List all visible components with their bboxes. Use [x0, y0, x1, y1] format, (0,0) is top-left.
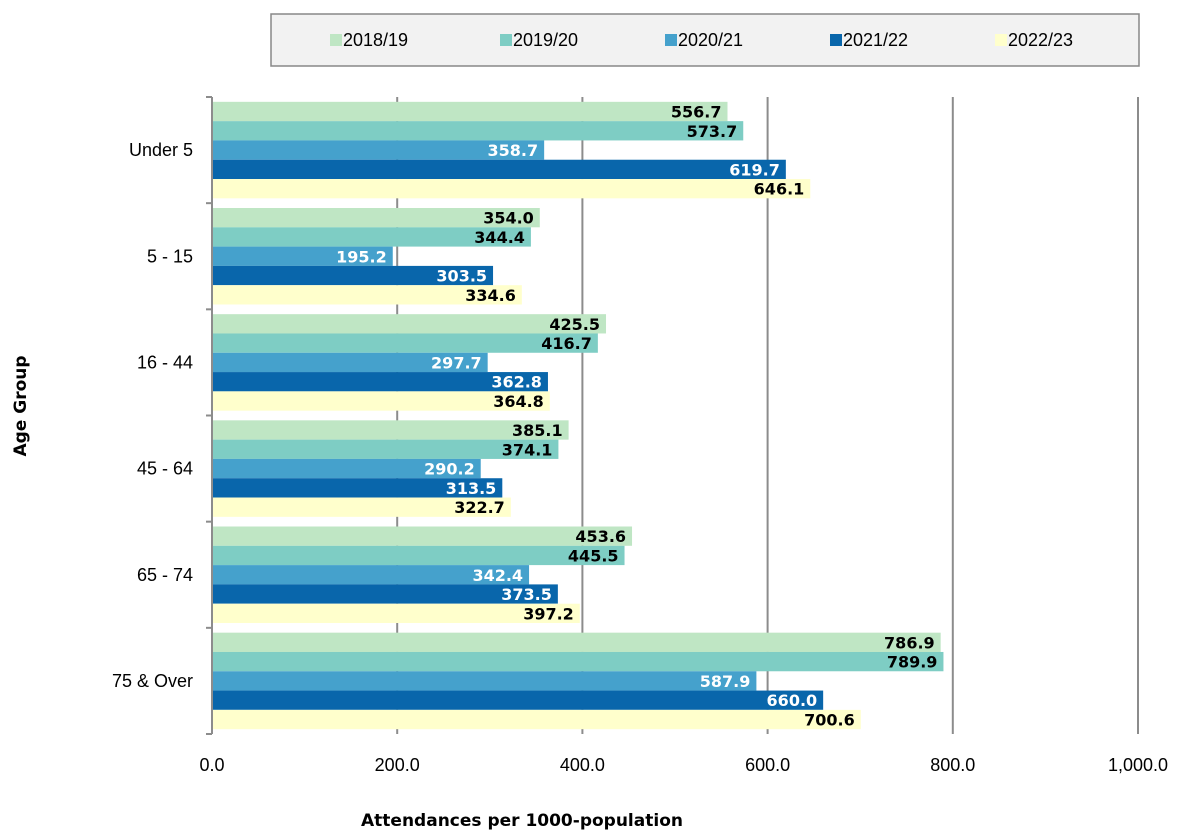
bar-value-label: 297.7 [431, 353, 482, 372]
bar-value-label: 416.7 [541, 334, 592, 353]
bar [212, 159, 786, 180]
bar-value-label: 313.5 [446, 479, 497, 498]
legend-label: 2018/19 [343, 30, 408, 50]
x-tick-label: 0.0 [199, 755, 224, 775]
bar [212, 227, 531, 247]
bar-value-label: 453.6 [575, 527, 626, 546]
bar [212, 458, 481, 479]
bar-value-label: 195.2 [336, 247, 387, 266]
bar [212, 671, 757, 691]
bar [212, 140, 545, 160]
legend-label: 2021/22 [843, 30, 908, 50]
legend: 2018/19 2019/20 2020/21 2021/22 2022/23 [270, 13, 1140, 67]
x-tick-label: 200.0 [375, 755, 420, 775]
y-category-label: 75 & Over [112, 671, 193, 691]
bar [212, 285, 522, 305]
bar [212, 526, 633, 546]
legend-swatch [830, 34, 842, 46]
legend-box [270, 13, 1140, 67]
bar-value-label: 322.7 [454, 498, 505, 517]
x-tick-label: 400.0 [560, 755, 605, 775]
bar [212, 265, 494, 286]
bar-value-label: 354.0 [483, 209, 534, 228]
grid-lines [396, 97, 1139, 734]
bar-value-label: 397.2 [523, 604, 574, 623]
bar [212, 565, 530, 585]
bar-value-label: 573.7 [687, 122, 738, 141]
bar-value-label: 786.9 [884, 633, 935, 652]
bar-value-label: 660.0 [767, 691, 818, 710]
bar-value-label: 364.8 [493, 392, 544, 411]
bar-value-label: 358.7 [488, 141, 539, 160]
bar [212, 690, 824, 710]
bar [212, 372, 548, 392]
legend-swatch [330, 34, 342, 46]
legend-label: 2022/23 [1008, 30, 1073, 50]
bar [212, 121, 744, 141]
x-axis-title: Attendances per 1000-population [361, 811, 683, 831]
bar [212, 314, 607, 334]
bar-value-label: 385.1 [512, 421, 563, 440]
bar-value-label: 425.5 [549, 315, 600, 334]
y-category-label: 45 - 64 [137, 459, 193, 479]
y-category-label: 65 - 74 [137, 565, 193, 585]
bar-value-label: 344.4 [474, 228, 525, 247]
bar-value-label: 342.4 [472, 566, 523, 585]
y-category-label: 16 - 44 [137, 352, 193, 372]
bar [212, 709, 861, 730]
bar-value-label: 556.7 [671, 102, 722, 121]
bar [212, 545, 625, 566]
axes: 0.0 200.0 400.0 600.0 800.0 1,000.0 Under 5 5 -… [112, 96, 1168, 775]
x-tick-label: 600.0 [745, 755, 790, 775]
legend-label: 2019/20 [513, 30, 578, 50]
bar [212, 439, 559, 459]
bar [212, 179, 811, 199]
y-category-label: Under 5 [129, 140, 193, 160]
bar [212, 101, 728, 122]
bar [212, 333, 598, 353]
bar [212, 391, 550, 411]
legend-label: 2020/21 [678, 30, 743, 50]
bar-value-label: 646.1 [754, 180, 805, 199]
bar [212, 497, 511, 517]
x-tick-label: 800.0 [930, 755, 975, 775]
bar-value-label: 700.6 [804, 711, 855, 730]
bar [212, 420, 569, 440]
bar [212, 208, 540, 228]
bar [212, 352, 488, 373]
legend-swatch [500, 34, 512, 46]
bar-value-label: 789.9 [887, 653, 938, 672]
bar-value-label: 303.5 [436, 267, 487, 286]
bar [212, 603, 580, 623]
bar-value-label: 619.7 [729, 160, 780, 179]
bar-value-label: 445.5 [568, 546, 619, 565]
y-category-label: 5 - 15 [147, 246, 193, 266]
bar [212, 584, 558, 604]
bar [212, 246, 393, 266]
bar [212, 478, 503, 498]
bar [212, 651, 944, 672]
legend-swatch [665, 34, 677, 46]
bar-value-label: 362.8 [491, 373, 542, 392]
y-axis-title: Age Group [11, 355, 31, 456]
x-tick-label: 1,000.0 [1108, 755, 1168, 775]
bars [212, 101, 944, 730]
bar-value-label: 587.9 [700, 672, 751, 691]
bar-value-label: 334.6 [465, 286, 516, 305]
bar-value-label: 373.5 [501, 585, 552, 604]
bar [212, 632, 941, 652]
bar-value-label: 374.1 [502, 440, 553, 459]
legend-swatch [995, 34, 1007, 46]
bar-value-label: 290.2 [424, 460, 475, 479]
